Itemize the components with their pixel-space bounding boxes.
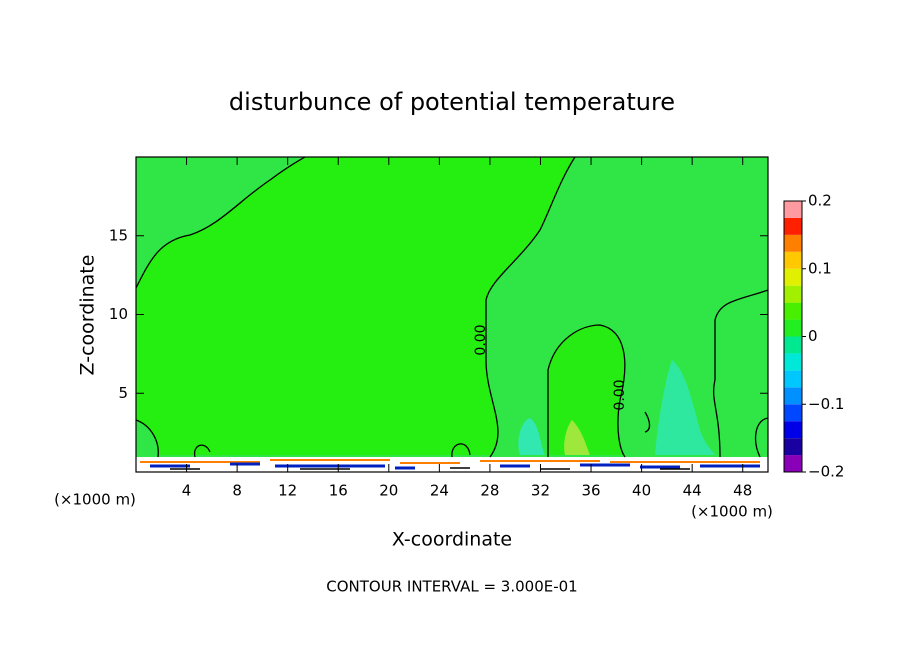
colorbar-bin	[784, 234, 802, 252]
colorbar-bin	[784, 336, 802, 354]
colorbar-tick-label: 0.2	[808, 192, 832, 210]
colorbar-bin	[784, 455, 802, 472]
contour-line	[135, 419, 159, 458]
footer-note: CONTOUR INTERVAL = 3.000E-01	[326, 578, 577, 596]
x-tick-label: 32	[531, 482, 550, 500]
x-tick-label: 4	[182, 482, 192, 500]
colorbar-bin	[784, 302, 802, 320]
x-tick-label: 24	[430, 482, 449, 500]
x-tick-label: 12	[278, 482, 297, 500]
x-tick-label: 36	[581, 482, 600, 500]
x-tick-label: 44	[683, 482, 702, 500]
contour-label: 0.00	[473, 324, 489, 355]
contour-line	[754, 417, 769, 458]
colorbar-bin	[784, 438, 802, 456]
contour-lines	[135, 156, 769, 458]
contour-line	[193, 444, 211, 458]
x-tick-label: 16	[329, 482, 348, 500]
colorbar-bin	[784, 404, 802, 422]
x-tick-label: 8	[232, 482, 242, 500]
colorbar-bin	[784, 421, 802, 439]
contour-line	[485, 156, 576, 458]
field-blob	[655, 360, 715, 455]
colorbar-bin	[784, 353, 802, 371]
x-tick-label: 20	[379, 482, 398, 500]
x-tick-label: 40	[632, 482, 651, 500]
x-tick-label: 48	[733, 482, 752, 500]
contour-line	[712, 289, 769, 458]
surface-noise	[150, 462, 760, 470]
contour-line	[644, 411, 651, 433]
colorbar-bin	[784, 285, 802, 303]
contour-field	[136, 157, 768, 472]
colorbar-tick-label: −0.2	[808, 463, 844, 481]
colorbar-bin	[784, 387, 802, 405]
colorbar-tick-label: −0.1	[808, 395, 844, 413]
field-blob	[518, 418, 545, 455]
surface-noise	[170, 467, 690, 470]
contour-label: 0.00	[612, 379, 628, 410]
x-unit-label: (×1000 m)	[691, 503, 773, 521]
y-tick-label: 10	[109, 305, 128, 323]
contour-line	[451, 443, 471, 458]
colorbar-bin	[784, 251, 802, 269]
field-region	[136, 157, 575, 455]
chart-title: disturbunce of potential temperature	[229, 88, 675, 116]
colorbar-bin	[784, 370, 802, 388]
y-axis-label: Z-coordinate	[77, 255, 99, 376]
colorbar-bin	[784, 201, 802, 218]
field-region	[548, 325, 625, 455]
colorbar-bin	[784, 217, 802, 235]
contour-line	[135, 156, 306, 289]
colorbar-bin	[784, 268, 802, 286]
colorbar-bin	[784, 319, 802, 337]
field-blob	[564, 420, 590, 455]
contour-line	[547, 324, 626, 458]
surface-noise	[140, 459, 760, 464]
y-tick-label: 15	[109, 226, 128, 244]
colorbar-tick-label: 0	[808, 327, 818, 345]
y-tick-label: 5	[118, 384, 128, 402]
colorbar-tick-label: 0.1	[808, 259, 832, 277]
x-unit-label: (×1000 m)	[54, 491, 136, 509]
x-tick-label: 28	[480, 482, 499, 500]
x-axis-label: X-coordinate	[392, 529, 512, 551]
